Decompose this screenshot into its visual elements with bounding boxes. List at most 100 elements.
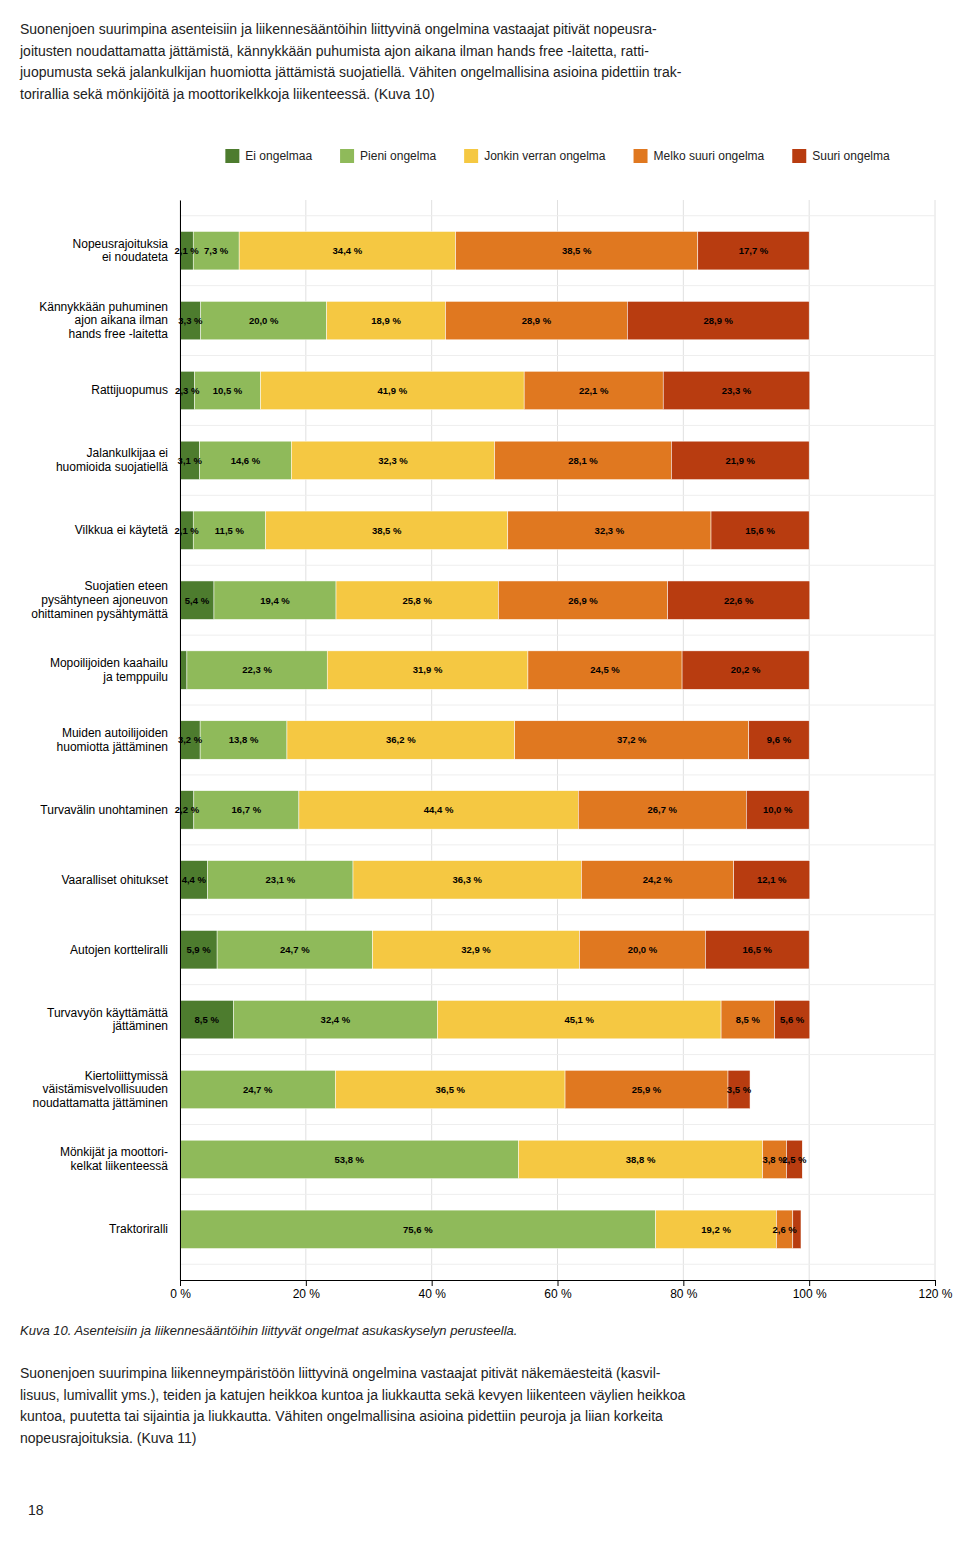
data-label: 24,7 % [280,944,310,955]
legend-label: Suuri ongelma [812,149,890,163]
x-tick-label: 20 % [293,1287,321,1301]
x-tick-label: 60 % [544,1287,572,1301]
bars [180,231,810,1248]
legend-swatch [792,149,806,163]
y-tick-label: Muiden autoilijoidenhuomiotta jättäminen [57,726,168,754]
row-separator [180,984,935,985]
text-line: Suonenjoen suurimpina asenteisiin ja lii… [20,21,657,37]
data-label: 25,9 % [632,1084,662,1095]
y-tick: Jalankulkijaa eihuomioida suojatiellä [56,446,168,474]
data-label: 2,6 % [772,1224,797,1235]
data-label: 12,1 % [757,874,787,885]
data-label: 31,9 % [413,664,443,675]
text-line: kelkat liikenteessä [71,1159,169,1173]
y-tick-label: Nopeusrajoituksiaei noudateta [73,237,169,265]
text-line: Kiertoliittymissä [85,1069,169,1083]
bar-segment [336,581,498,619]
legend-item: Suuri ongelma [792,149,890,163]
data-label: 20,0 % [249,315,279,326]
data-label: 2,1 % [174,525,199,536]
legend-label: Melko suuri ongelma [654,149,765,163]
bar-segment [775,1000,810,1038]
x-tick-label: 0 % [170,1287,191,1301]
grid-line [935,200,936,1280]
text-line: Suojatien eteen [85,579,168,593]
text-line: jättäminen [112,1019,168,1033]
x-tick-mark [306,1280,307,1286]
bar-segment [705,930,809,968]
legend-label: Pieni ongelma [360,149,436,163]
bar-segment [498,581,667,619]
text-line: torirallia sekä mönkijöitä ja moottorike… [20,86,435,102]
y-tick-label: Traktoriralli [109,1222,168,1236]
bar-segment [180,861,208,899]
bar-segment [217,930,372,968]
text-line: väistämisvelvollisuuden [43,1082,168,1096]
bar-segment [239,231,455,269]
data-label: 26,9 % [568,595,598,606]
data-label: 16,5 % [742,944,772,955]
x-tick: 40 % [418,1280,446,1301]
row-separator [180,1264,935,1265]
data-label: 75,6 % [403,1224,433,1235]
x-axis: 0 % 20 % 40 % 60 % 80 % 100 % 120 % [170,1280,953,1301]
data-label: 22,3 % [242,664,272,675]
text-line: joitusten noudattamatta jättämistä, känn… [19,43,649,59]
data-label: 2,2 % [175,804,200,815]
text-line: Mopoilijoiden kaahailu [50,656,168,670]
data-label: 20,0 % [628,944,658,955]
text-line: Rattijuopumus [91,383,168,397]
text-line: Jalankulkijaa ei [87,446,168,460]
legend-swatch [225,149,239,163]
text-line: pysähtyneen ajoneuvon [41,593,168,607]
data-label: 18,9 % [371,315,401,326]
bar-segment [682,651,809,689]
row-separator [180,1124,935,1125]
bar-segment [327,301,446,339]
data-label: 25,8 % [402,595,432,606]
bar-segment [528,651,682,689]
y-tick-label: Autojen kortteliralli [70,943,168,957]
row-separator [180,774,935,775]
data-label: 28,9 % [522,315,552,326]
data-label: 10,0 % [763,804,793,815]
bar-segment [746,791,809,829]
data-label: 28,1 % [568,455,598,466]
text-line: Traktoriralli [109,1222,168,1236]
bar-segment [299,791,578,829]
row-separator [180,215,935,216]
bar-segment [187,651,327,689]
bar-segment [508,511,711,549]
bar-segment [180,930,217,968]
text-line: Autojen kortteliralli [70,943,168,957]
bar-segment [194,791,299,829]
y-tick-label: Jalankulkijaa eihuomioida suojatiellä [56,446,168,474]
legend-item: Ei ongelmaa [225,149,312,163]
x-tick-mark [935,1280,936,1286]
data-label: 5,4 % [185,595,210,606]
y-tick: Autojen kortteliralli [70,943,168,957]
text-line: kuntoa, puutetta tai sijaintia ja liukka… [20,1408,663,1424]
data-label: 3,5 % [727,1084,752,1095]
data-label: 24,7 % [243,1084,273,1095]
text-line: Suonenjoen suurimpina liikenneympäristöö… [20,1365,661,1381]
bar-segment [180,651,187,689]
bar-segment [437,1000,721,1038]
legend-item: Jonkin verran ongelma [464,149,606,163]
data-label: 34,4 % [333,245,363,256]
data-label: 36,3 % [452,874,482,885]
x-tick: 120 % [918,1280,952,1301]
legend: Ei ongelmaa Pieni ongelma Jonkin verran on… [225,149,890,163]
x-tick-label: 40 % [418,1287,446,1301]
data-label: 24,5 % [590,664,620,675]
row-separator [180,495,935,496]
bar-segment [233,1000,437,1038]
x-tick-label: 80 % [670,1287,698,1301]
bar-segment [749,721,809,759]
x-tick-label: 100 % [793,1287,827,1301]
bar-segment [180,1000,233,1038]
bar-segment [200,721,287,759]
bar-segment [524,371,663,409]
text-line: Vaaralliset ohitukset [62,873,169,887]
grid [180,200,935,1280]
